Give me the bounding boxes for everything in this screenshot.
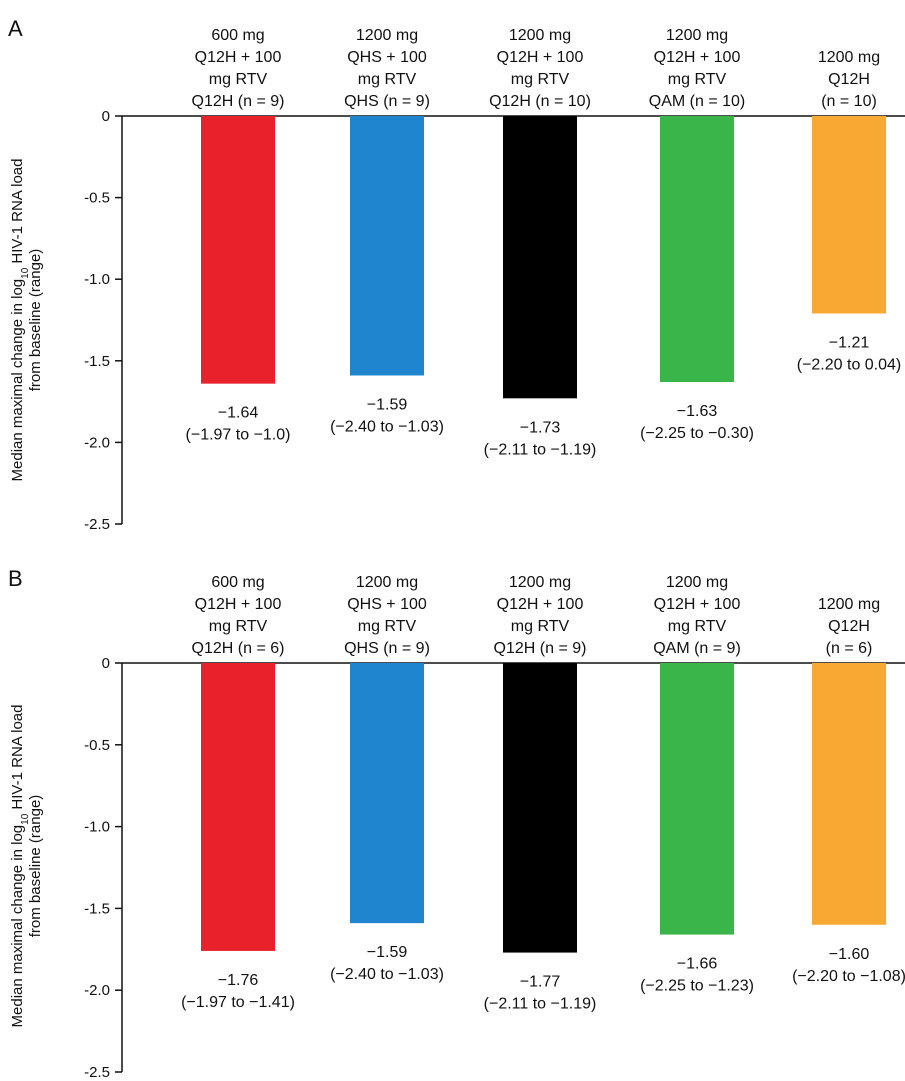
panel-a-category-label: Q12H (n = 10) bbox=[489, 93, 591, 110]
panel-b-range-label: (−2.11 to −1.19) bbox=[484, 996, 597, 1013]
panel-a-category-label: QAM (n = 10) bbox=[649, 93, 745, 110]
panel-a-category-label: Q12H + 100 bbox=[497, 49, 584, 66]
panel-a-category-label: Q12H + 100 bbox=[654, 49, 741, 66]
panel-b-category-label: Q12H bbox=[828, 618, 870, 635]
panel-b-category-label: 1200 mg bbox=[818, 596, 880, 613]
panel-b-bar bbox=[660, 663, 734, 935]
panel-a-bar bbox=[350, 116, 424, 376]
panel-b-bar bbox=[503, 663, 577, 953]
panel-a-category-label: mg RTV bbox=[209, 71, 268, 88]
panel-a-category-label: 1200 mg bbox=[818, 49, 880, 66]
panel-a-bar bbox=[660, 116, 734, 383]
panel-b-range-label: (−2.25 to −1.23) bbox=[640, 978, 754, 995]
panel-a-category-label: (n = 10) bbox=[821, 93, 877, 110]
panel-b-y-axis-label: Median maximal change in log10 HIV-1 RNA… bbox=[9, 705, 31, 1028]
panel-a-range-label: (−2.20 to 0.04) bbox=[797, 356, 902, 373]
panel-a-category-label: 600 mg bbox=[211, 27, 264, 44]
panel-a-letter: A bbox=[8, 16, 23, 41]
panel-a-data-label: −1.64 bbox=[218, 405, 259, 422]
panel-b-data-label: −1.59 bbox=[367, 944, 408, 961]
panel-b-range-label: (−2.40 to −1.03) bbox=[330, 966, 444, 983]
panel-a-data-label: −1.73 bbox=[520, 419, 561, 436]
panel-a-y-axis-label: Median maximal change in log10 HIV-1 RNA… bbox=[9, 159, 31, 482]
panel-b-category-label: Q12H (n = 9) bbox=[494, 640, 587, 657]
panel-b-category-label: 1200 mg bbox=[509, 574, 571, 591]
panel-b-category-label: mg RTV bbox=[358, 618, 417, 635]
panel-a-data-label: −1.63 bbox=[677, 403, 718, 420]
panel-a-category-label: 1200 mg bbox=[509, 27, 571, 44]
panel-b-category-label: Q12H + 100 bbox=[654, 596, 741, 613]
panel-a-y-tick-label: 0 bbox=[102, 108, 110, 125]
panel-b-range-label: (−2.20 to −1.08) bbox=[792, 968, 905, 985]
panel-b-category-label: mg RTV bbox=[209, 618, 268, 635]
panel-b-data-label: −1.76 bbox=[218, 972, 259, 989]
panel-a-category-label: mg RTV bbox=[668, 71, 727, 88]
panel-b-y-tick-label: -2.0 bbox=[84, 982, 110, 999]
panel-b-category-label: Q12H (n = 6) bbox=[192, 640, 285, 657]
panel-b-data-label: −1.77 bbox=[520, 974, 561, 991]
panel-a-category-label: QHS + 100 bbox=[347, 49, 427, 66]
panel-a-category-label: 1200 mg bbox=[666, 27, 728, 44]
panel-b-category-label: 1200 mg bbox=[666, 574, 728, 591]
panel-a-category-label: QHS (n = 9) bbox=[344, 93, 430, 110]
panel-b-category-label: QAM (n = 9) bbox=[653, 640, 741, 657]
panel-a-range-label: (−2.40 to −1.03) bbox=[330, 418, 444, 435]
panel-a-y-tick-label: -0.5 bbox=[84, 190, 110, 207]
panel-b-category-label: mg RTV bbox=[668, 618, 727, 635]
panel-b-data-label: −1.60 bbox=[829, 946, 870, 963]
panel-a-bar bbox=[201, 116, 275, 384]
panel-a-category-label: Q12H bbox=[828, 71, 870, 88]
panel-a-data-label: −1.21 bbox=[829, 334, 870, 351]
panel-b-category-label: mg RTV bbox=[511, 618, 570, 635]
panel-a-y-tick-label: -1.5 bbox=[84, 353, 110, 370]
panel-a-y-tick-label: -1.0 bbox=[84, 271, 110, 288]
panel-b-category-label: QHS (n = 9) bbox=[344, 640, 430, 657]
panel-a-category-label: 1200 mg bbox=[356, 27, 418, 44]
panel-a-category-label: Q12H (n = 9) bbox=[192, 93, 285, 110]
panel-a-category-label: Q12H + 100 bbox=[195, 49, 282, 66]
panel-a-y-tick-label: -2.5 bbox=[84, 516, 110, 533]
panel-a-range-label: (−2.11 to −1.19) bbox=[484, 441, 597, 458]
panel-a-y-axis-label-line2: from baseline (range) bbox=[27, 249, 44, 392]
panel-a: A Median maximal change in log10 HIV-1 R… bbox=[8, 16, 905, 533]
panel-b-y-tick-label: 0 bbox=[102, 655, 110, 672]
panel-b-category-label: 1200 mg bbox=[356, 574, 418, 591]
panel-a-category-label: mg RTV bbox=[511, 71, 570, 88]
panel-b-y-tick-label: -1.0 bbox=[84, 819, 110, 836]
panel-b-bar bbox=[812, 663, 886, 925]
panel-a-bar bbox=[503, 116, 577, 399]
panel-b-y-tick-label: -1.5 bbox=[84, 900, 110, 917]
panel-b-range-label: (−1.97 to −1.41) bbox=[181, 994, 295, 1011]
panel-a-range-label: (−2.25 to −0.30) bbox=[640, 425, 754, 442]
panel-a-data-label: −1.59 bbox=[367, 396, 408, 413]
panel-b-category-label: 600 mg bbox=[211, 574, 264, 591]
panel-b-letter: B bbox=[8, 566, 23, 591]
panel-b-bar bbox=[201, 663, 275, 951]
panel-b-y-axis-label-line2: from baseline (range) bbox=[27, 795, 44, 938]
panel-b-data-label: −1.66 bbox=[677, 956, 718, 973]
panel-b-y-tick-label: -2.5 bbox=[84, 1064, 110, 1081]
panel-a-range-label: (−1.97 to −1.0) bbox=[186, 427, 291, 444]
panel-b: B Median maximal change in log10 HIV-1 R… bbox=[8, 566, 905, 1081]
panel-b-category-label: (n = 6) bbox=[826, 640, 873, 657]
panel-b-category-label: Q12H + 100 bbox=[195, 596, 282, 613]
panel-b-y-tick-label: -0.5 bbox=[84, 737, 110, 754]
panel-b-bar bbox=[350, 663, 424, 924]
panel-a-y-tick-label: -2.0 bbox=[84, 434, 110, 451]
panel-b-category-label: Q12H + 100 bbox=[497, 596, 584, 613]
panel-a-category-label: mg RTV bbox=[358, 71, 417, 88]
panel-b-category-label: QHS + 100 bbox=[347, 596, 427, 613]
panel-a-bar bbox=[812, 116, 886, 314]
